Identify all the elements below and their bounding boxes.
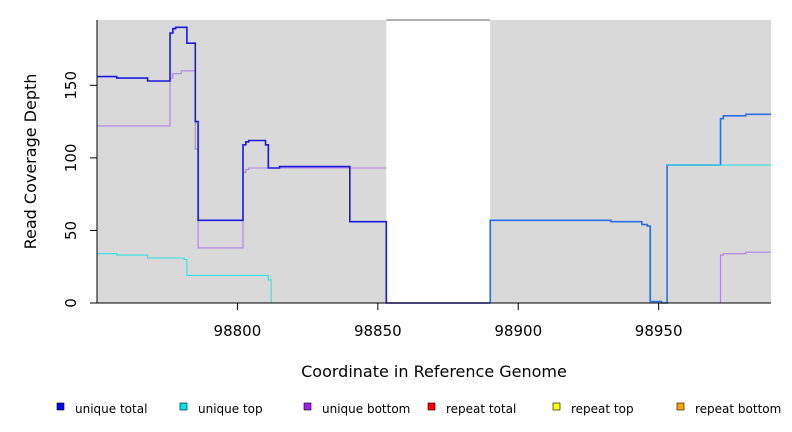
x-tick-label: 98900 (494, 322, 542, 340)
legend-swatch-repeat-total (427, 402, 436, 411)
series-line-right-region-total (489, 113, 771, 304)
x-tick-label: 98950 (635, 322, 683, 340)
legend-label-unique-total: unique total (75, 402, 147, 416)
series-line-unique-top (97, 253, 387, 304)
legend-swatch-unique-total (56, 402, 65, 411)
series-line-unique-bottom-tail (490, 251, 771, 304)
legend-swatch-unique-top (179, 402, 188, 411)
legend-label-repeat-total: repeat total (446, 402, 516, 416)
legend-label-repeat-top: repeat top (571, 402, 634, 416)
x-axis-title: Coordinate in Reference Genome (301, 362, 567, 381)
legend-label-unique-bottom: unique bottom (322, 402, 410, 416)
legend-swatch-repeat-top (552, 402, 561, 411)
legend-label-repeat-bottom: repeat bottom (695, 402, 781, 416)
legend: unique total unique top unique bottom repea… (56, 402, 781, 416)
legend-swatch-repeat-bottom (676, 402, 685, 411)
tick-layer: 98800 98850 98900 98950 0 50 100 150 (62, 71, 683, 340)
y-tick-label: 100 (62, 144, 80, 173)
y-tick-label: 0 (62, 298, 80, 308)
legend-swatch-unique-bottom (303, 402, 312, 411)
x-tick-label: 98800 (214, 322, 262, 340)
y-tick-label: 150 (62, 71, 80, 100)
x-tick-label: 98850 (354, 322, 402, 340)
legend-label-unique-top: unique top (198, 402, 263, 416)
shaded-region-1 (97, 20, 387, 303)
y-tick-label: 50 (62, 221, 80, 240)
y-axis-title: Read Coverage Depth (21, 74, 40, 250)
series-line-unique-total (97, 26, 491, 304)
plot-background (97, 19, 771, 303)
shaded-region-2 (490, 20, 771, 303)
series-line-unique-bottom (97, 70, 387, 249)
